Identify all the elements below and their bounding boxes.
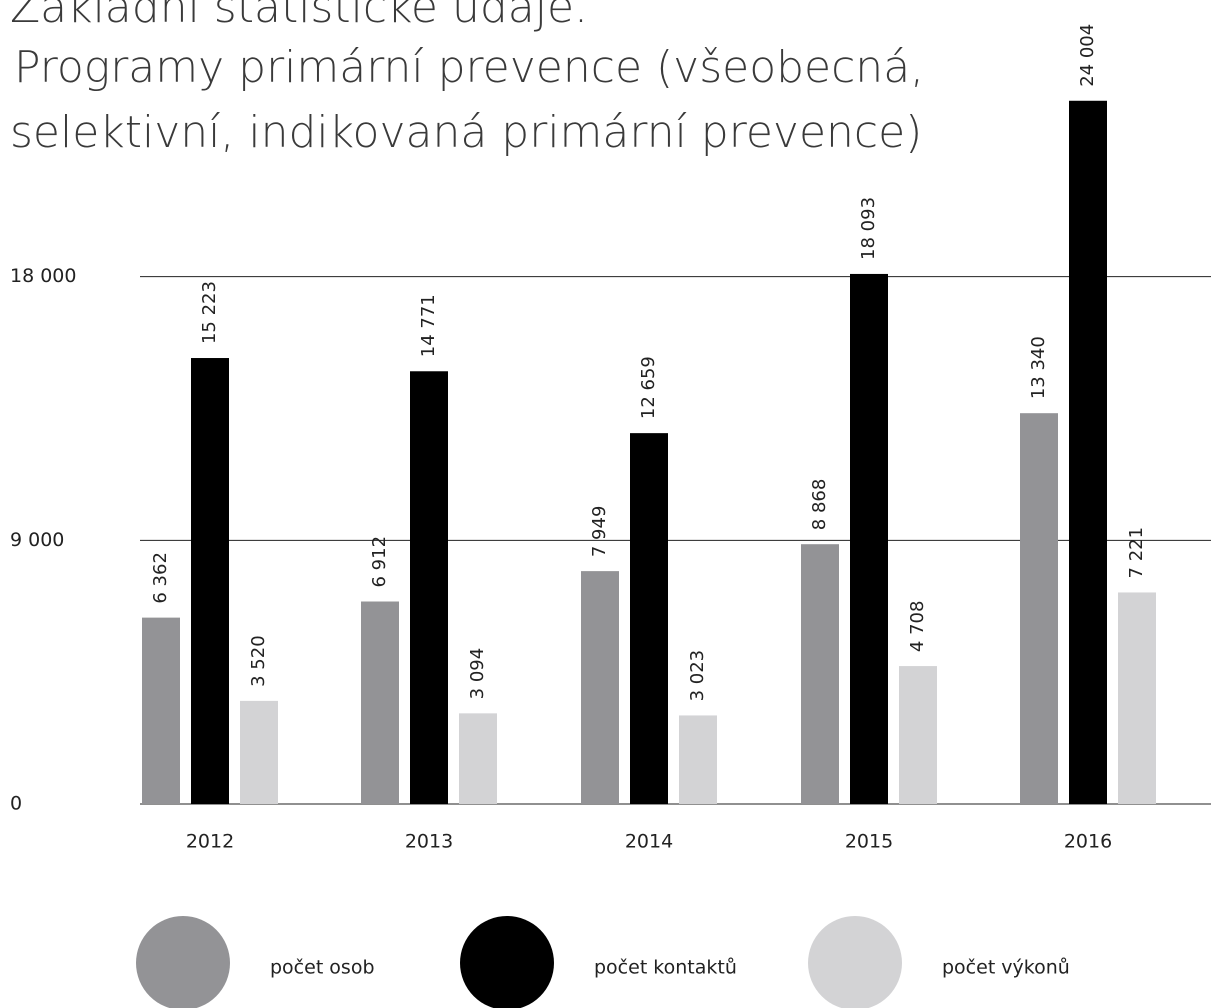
bar	[361, 601, 399, 804]
x-tick-label: 2015	[845, 831, 893, 853]
bar	[850, 273, 888, 804]
y-tick-label: 0	[10, 793, 22, 815]
x-tick-label: 2012	[186, 831, 234, 853]
bar	[1118, 592, 1156, 804]
x-tick-label: 2016	[1064, 831, 1112, 853]
x-tick-label: 2014	[625, 831, 673, 853]
value-label: 13 340	[1028, 336, 1049, 399]
x-tick-label: 2013	[405, 831, 453, 853]
value-label: 6 362	[150, 552, 171, 604]
legend-label: počet kontaktů	[594, 957, 737, 979]
value-label: 12 659	[638, 356, 659, 419]
bar	[240, 700, 278, 804]
value-label: 18 093	[858, 197, 879, 260]
bar	[410, 371, 448, 804]
y-tick-label: 9 000	[10, 529, 64, 551]
value-label: 8 868	[809, 479, 830, 531]
legend-swatch	[808, 916, 902, 1008]
value-label: 3 023	[687, 650, 708, 702]
legend-swatch	[136, 916, 230, 1008]
bar	[581, 571, 619, 804]
value-label: 3 094	[467, 648, 488, 700]
bar	[801, 544, 839, 804]
chart-subtitle: selektivní, indikovaná primární prevence…	[10, 107, 922, 158]
legend-swatch	[460, 916, 554, 1008]
y-tick-label: 18 000	[10, 265, 76, 287]
value-label: 6 912	[369, 536, 390, 588]
value-label: 7 221	[1126, 527, 1147, 579]
bar	[1069, 100, 1107, 804]
chart-title: Základní statistické údaje.	[10, 0, 588, 33]
bar	[1020, 413, 1058, 804]
legend-label: počet osob	[270, 957, 375, 979]
value-label: 3 520	[248, 635, 269, 687]
bar	[142, 617, 180, 804]
bar	[191, 358, 229, 804]
value-label: 7 949	[589, 506, 610, 558]
value-label: 24 004	[1077, 24, 1098, 87]
bar	[899, 666, 937, 804]
bar	[679, 715, 717, 804]
value-label: 14 771	[418, 294, 439, 357]
chart-subtitle: Programy primární prevence (všeobecná,	[14, 42, 924, 93]
value-label: 15 223	[199, 281, 220, 344]
bar	[630, 433, 668, 804]
value-label: 4 708	[907, 601, 928, 653]
legend-label: počet výkonů	[942, 957, 1070, 979]
bar	[459, 713, 497, 804]
